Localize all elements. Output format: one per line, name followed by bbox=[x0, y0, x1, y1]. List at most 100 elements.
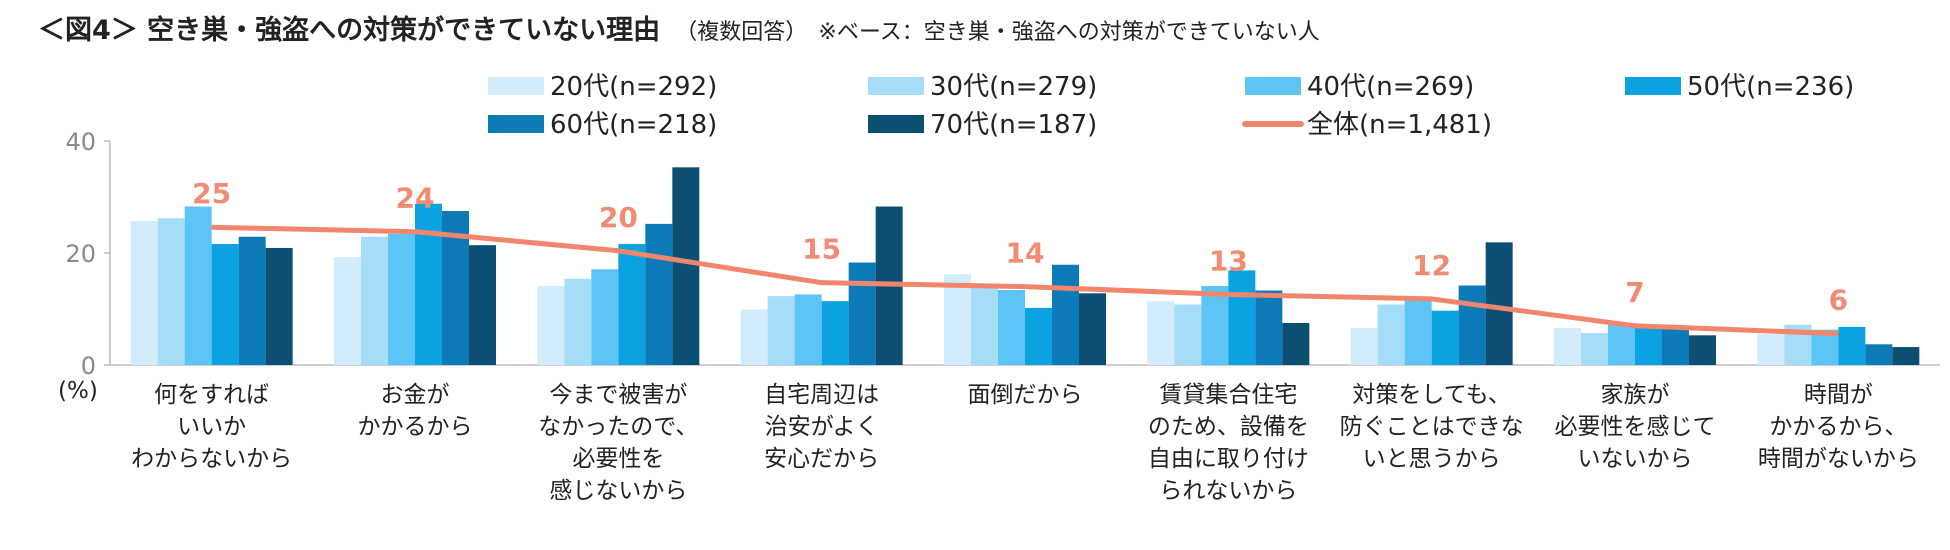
x-category-label: のため、設備を bbox=[1148, 414, 1309, 440]
data-label-total: 6 bbox=[1829, 284, 1848, 317]
data-label-total: 12 bbox=[1412, 249, 1451, 282]
bar bbox=[998, 289, 1025, 365]
x-category-label: いないから bbox=[1578, 446, 1693, 472]
legend-swatch bbox=[868, 115, 924, 133]
x-category-label: 時間が bbox=[1804, 382, 1873, 408]
bar bbox=[157, 218, 185, 365]
chart-title: ＜図4＞ 空き巣・強盗への対策ができていない理由 （複数回答） ※ベース：空き巣… bbox=[38, 8, 1320, 47]
x-category-label: 家族が bbox=[1601, 382, 1670, 408]
bar bbox=[971, 286, 998, 365]
x-category-label: 治安がよく bbox=[765, 414, 879, 440]
bar bbox=[1052, 264, 1079, 365]
bar bbox=[1147, 301, 1175, 365]
bar bbox=[1554, 328, 1581, 365]
bar bbox=[537, 286, 565, 365]
legend-label: 全体(n=1,481) bbox=[1307, 110, 1492, 140]
x-category-label: 時間がないから bbox=[1758, 446, 1919, 472]
x-category-label: いと思うから bbox=[1363, 446, 1501, 472]
bar bbox=[1485, 242, 1513, 365]
x-category-label: わからないから bbox=[131, 446, 292, 472]
x-category-label: 今まで被害が bbox=[549, 382, 687, 408]
x-category-label: 自宅周辺は bbox=[764, 382, 879, 408]
bar bbox=[1662, 329, 1689, 365]
bar bbox=[1865, 344, 1893, 365]
y-axis-unit-label: (%) bbox=[58, 378, 98, 404]
bar bbox=[1228, 270, 1256, 365]
x-category-label: られないから bbox=[1159, 478, 1297, 504]
bar bbox=[1892, 347, 1920, 365]
bar bbox=[591, 269, 619, 365]
x-category-label: かかるから bbox=[358, 414, 473, 440]
data-label-total: 13 bbox=[1209, 244, 1248, 277]
y-tick-label: 0 bbox=[81, 352, 96, 380]
x-category-label: なかったので、 bbox=[538, 414, 698, 440]
bar bbox=[334, 256, 361, 365]
bar bbox=[1431, 310, 1459, 365]
legend-swatch bbox=[1625, 77, 1681, 95]
bar bbox=[1282, 323, 1310, 365]
y-tick-label: 40 bbox=[65, 128, 96, 156]
bar bbox=[672, 167, 700, 365]
bar bbox=[1201, 286, 1229, 365]
bar bbox=[1838, 326, 1866, 365]
data-label-total: 7 bbox=[1625, 276, 1644, 309]
bar bbox=[1079, 293, 1106, 365]
x-category-label: 賃貸集合住宅 bbox=[1159, 382, 1297, 408]
bar bbox=[1377, 304, 1405, 365]
bar bbox=[469, 245, 496, 365]
bar bbox=[848, 262, 876, 365]
legend-label: 30代(n=279) bbox=[930, 72, 1097, 102]
bar bbox=[618, 244, 646, 365]
x-category-label: 感じないから bbox=[549, 478, 687, 504]
legend-label: 50代(n=236) bbox=[1687, 72, 1854, 102]
bar bbox=[1255, 290, 1283, 365]
data-label-total: 24 bbox=[396, 182, 435, 215]
bar bbox=[184, 206, 212, 365]
bar bbox=[1458, 285, 1486, 365]
bar bbox=[130, 221, 158, 365]
x-category-label: お金が bbox=[381, 382, 450, 408]
x-category-label: 必要性を bbox=[572, 446, 664, 472]
x-category-label: 面倒だから bbox=[968, 382, 1083, 408]
bar bbox=[944, 274, 971, 365]
legend-swatch bbox=[868, 77, 924, 95]
bar bbox=[211, 244, 239, 365]
legend-swatch bbox=[488, 77, 544, 95]
y-tick-label: 20 bbox=[65, 240, 96, 268]
x-category-label: かかるから、 bbox=[1769, 414, 1907, 440]
data-label-total: 25 bbox=[192, 177, 231, 210]
bar bbox=[564, 278, 592, 365]
bar bbox=[1174, 304, 1202, 365]
bar bbox=[1757, 334, 1785, 365]
x-category-label: 防ぐことはできな bbox=[1340, 414, 1524, 440]
bar bbox=[415, 203, 442, 365]
legend-label: 20代(n=292) bbox=[550, 72, 717, 102]
bar bbox=[1025, 307, 1052, 365]
bar bbox=[1350, 328, 1378, 365]
chart-title-main: ＜図4＞ 空き巣・強盗への対策ができていない理由 bbox=[38, 15, 661, 46]
bar bbox=[645, 223, 673, 365]
bar bbox=[1608, 323, 1635, 365]
bar bbox=[767, 296, 795, 365]
chart-title-base: ※ベース：空き巣・強盗への対策ができていない人 bbox=[818, 20, 1320, 45]
x-category-label: 何をすれば bbox=[154, 382, 269, 408]
bar bbox=[388, 233, 415, 365]
bar bbox=[1635, 324, 1662, 365]
x-category-label: 自由に取り付け bbox=[1148, 446, 1309, 472]
legend-label: 60代(n=218) bbox=[550, 110, 717, 140]
chart-title-sub: （複数回答） bbox=[675, 20, 808, 45]
data-label-total: 20 bbox=[599, 201, 638, 234]
bar bbox=[1581, 333, 1608, 365]
bar bbox=[238, 236, 266, 365]
x-category-label: 安心だから bbox=[764, 446, 879, 472]
bar bbox=[265, 247, 293, 365]
series-line-total bbox=[211, 224, 1839, 337]
bar bbox=[1689, 335, 1716, 365]
data-label-total: 14 bbox=[1006, 237, 1045, 270]
bar bbox=[361, 236, 388, 365]
legend-swatch bbox=[1245, 77, 1301, 95]
bar bbox=[1404, 300, 1432, 365]
legend-swatch bbox=[488, 115, 544, 133]
legend-label: 40代(n=269) bbox=[1307, 72, 1474, 102]
